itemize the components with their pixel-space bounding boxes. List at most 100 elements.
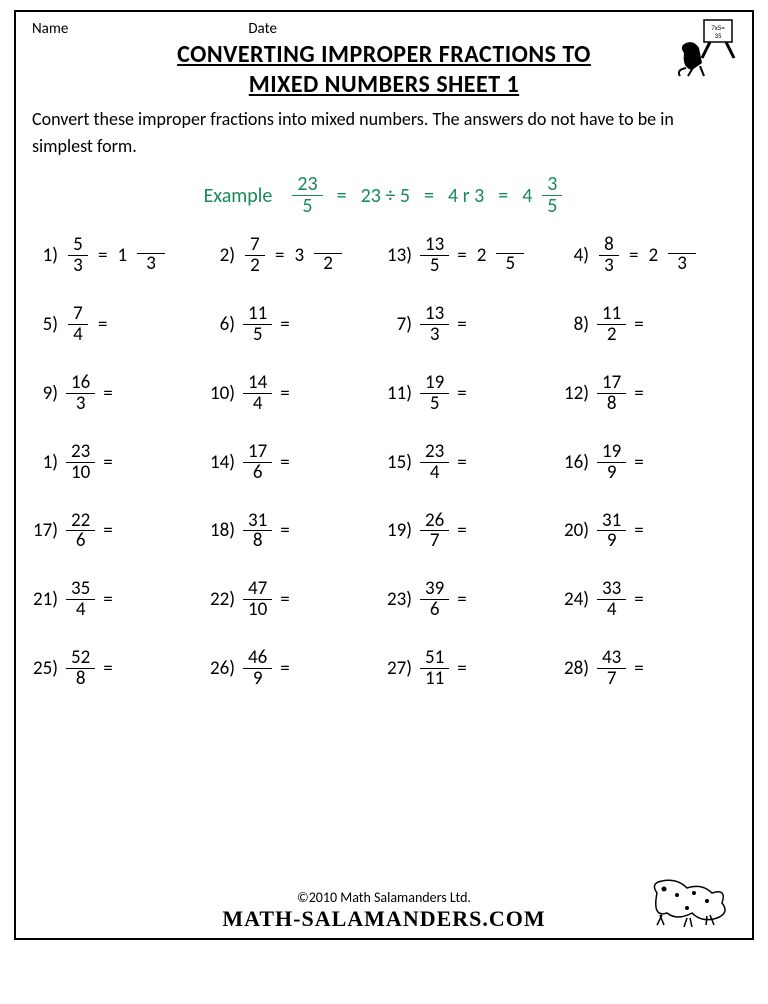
problem: 21)354=: [32, 579, 205, 620]
equals: =: [280, 382, 289, 405]
problem: 15)234=: [386, 442, 559, 483]
problem: 2)72=32: [209, 235, 382, 276]
equals: =: [280, 657, 289, 680]
equals: =: [457, 519, 466, 542]
equals: =: [457, 382, 466, 405]
problem-number: 5): [32, 313, 58, 336]
problem: 7)133=: [386, 304, 559, 345]
equals: =: [103, 519, 112, 542]
equals: =: [457, 244, 466, 267]
example-label: Example: [204, 184, 273, 208]
problem-number: 27): [386, 657, 412, 680]
example-answer: 4 3 5: [522, 174, 564, 217]
answer-fraction-blank: 2: [314, 236, 342, 274]
problem-number: 11): [386, 382, 412, 405]
problem-number: 25): [32, 657, 58, 680]
problem-fraction: 267: [420, 511, 449, 552]
problem-fraction: 2310: [66, 442, 95, 483]
problem-fraction: 176: [243, 442, 272, 483]
equals: =: [280, 313, 289, 336]
problem: 27)5111=: [386, 648, 559, 689]
problem: 16) 199 =: [563, 442, 736, 483]
problem: 5)74=: [32, 304, 205, 345]
problem-fraction: 334: [597, 579, 626, 620]
equals: =: [629, 244, 638, 267]
problem-number: 8): [563, 313, 589, 336]
problem-number: 19): [386, 519, 412, 542]
problem-number: 10): [209, 382, 235, 405]
problem: 9) 163 =: [32, 373, 205, 414]
equals: =: [103, 382, 112, 405]
problem: 19) 267 =: [386, 511, 559, 552]
problem-fraction: 528: [66, 648, 95, 689]
problem-number: 13): [386, 244, 412, 267]
date-label: Date: [248, 20, 277, 38]
equals: =: [634, 382, 643, 405]
problem-fraction: 74: [66, 304, 90, 345]
equals: =: [634, 657, 643, 680]
equals: =: [634, 313, 643, 336]
problem-number: 7): [386, 313, 412, 336]
problem-fraction: 163: [66, 373, 95, 414]
title-line-2: MIXED NUMBERS SHEET 1: [92, 70, 676, 100]
problem: 13)135=25: [386, 235, 559, 276]
problem: 24)334=: [563, 579, 736, 620]
example-step-2: 4 r 3: [448, 184, 484, 208]
instructions: Convert these improper fractions into mi…: [32, 106, 736, 160]
problem-number: 18): [209, 519, 235, 542]
problem-number: 4): [563, 244, 589, 267]
problem: 20)319=: [563, 511, 736, 552]
problem-fraction: 72: [243, 235, 267, 276]
problem-fraction: 5111: [420, 648, 449, 689]
problem-number: 23): [386, 588, 412, 611]
problem-fraction: 437: [597, 648, 626, 689]
equals: =: [634, 588, 643, 611]
header-row: Name Date: [32, 20, 736, 38]
problem-fraction: 135: [420, 235, 449, 276]
equals: =: [103, 451, 112, 474]
worksheet-title: CONVERTING IMPROPER FRACTIONS TO MIXED N…: [92, 40, 676, 100]
problem: 26)469=: [209, 648, 382, 689]
corner-salamander-icon: 7x5= 35: [674, 18, 744, 78]
problem-number: 15): [386, 451, 412, 474]
answer-fraction-blank: 3: [668, 236, 696, 274]
problem: 10) 144 =: [209, 373, 382, 414]
equals: =: [103, 588, 112, 611]
equals: =: [280, 451, 289, 474]
problem-number: 26): [209, 657, 235, 680]
answer-fraction-blank: 5: [496, 236, 524, 274]
problem: 1)53=13: [32, 235, 205, 276]
problem: 8) 112 =: [563, 304, 736, 345]
problem-fraction: 195: [420, 373, 449, 414]
problem-fraction: 53: [66, 235, 90, 276]
title-line-1: CONVERTING IMPROPER FRACTIONS TO: [92, 40, 676, 70]
name-label: Name: [32, 20, 68, 38]
problem-number: 6): [209, 313, 235, 336]
equals: =: [275, 244, 284, 267]
equals: =: [457, 588, 466, 611]
example-row: Example 23 5 = 23 ÷ 5 = 4 r 3 = 4 3 5: [32, 174, 736, 217]
problem: 11) 195 =: [386, 373, 559, 414]
problem-number: 9): [32, 382, 58, 405]
problem-fraction: 83: [597, 235, 621, 276]
problem-fraction: 115: [243, 304, 272, 345]
problem: 6) 115 =: [209, 304, 382, 345]
problem-fraction: 318: [243, 511, 272, 552]
problem-number: 16): [563, 451, 589, 474]
equals: =: [103, 657, 112, 680]
problem-fraction: 178: [597, 373, 626, 414]
problem: 18)318=: [209, 511, 382, 552]
problem-number: 2): [209, 244, 235, 267]
equals: =: [634, 451, 643, 474]
equals: =: [634, 519, 643, 542]
answer-whole: 2: [648, 244, 658, 267]
problem-fraction: 199: [597, 442, 626, 483]
problem-fraction: 226: [66, 511, 95, 552]
problem-number: 21): [32, 588, 58, 611]
problem-fraction: 396: [420, 579, 449, 620]
problem: 12)178=: [563, 373, 736, 414]
problem-number: 1): [32, 244, 58, 267]
problem-fraction: 144: [243, 373, 272, 414]
problem-fraction: 112: [597, 304, 626, 345]
problem-number: 14): [209, 451, 235, 474]
